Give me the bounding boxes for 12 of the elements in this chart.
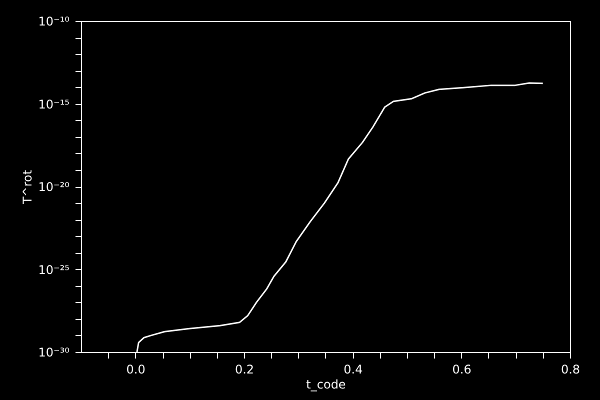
y-tick-label: 10⁻³⁰ bbox=[38, 346, 70, 360]
y-tick-label: 10⁻¹⁵ bbox=[38, 97, 70, 112]
x-tick-label: 0.6 bbox=[452, 362, 472, 376]
text: 0.0 bbox=[126, 362, 146, 376]
x-tick-label: 0.4 bbox=[344, 362, 363, 376]
x-tick-label: 0.2 bbox=[234, 362, 254, 376]
x-axis-title: t_code bbox=[306, 378, 346, 392]
y-tick-label: 10⁻¹⁰ bbox=[38, 14, 70, 28]
y-tick-label: 10⁻²⁵ bbox=[38, 262, 70, 277]
y-tick-label: 10⁻²⁰ bbox=[38, 180, 70, 194]
y-axis-title: T^rot bbox=[20, 170, 34, 206]
x-tick-label: 0.8 bbox=[560, 362, 580, 376]
